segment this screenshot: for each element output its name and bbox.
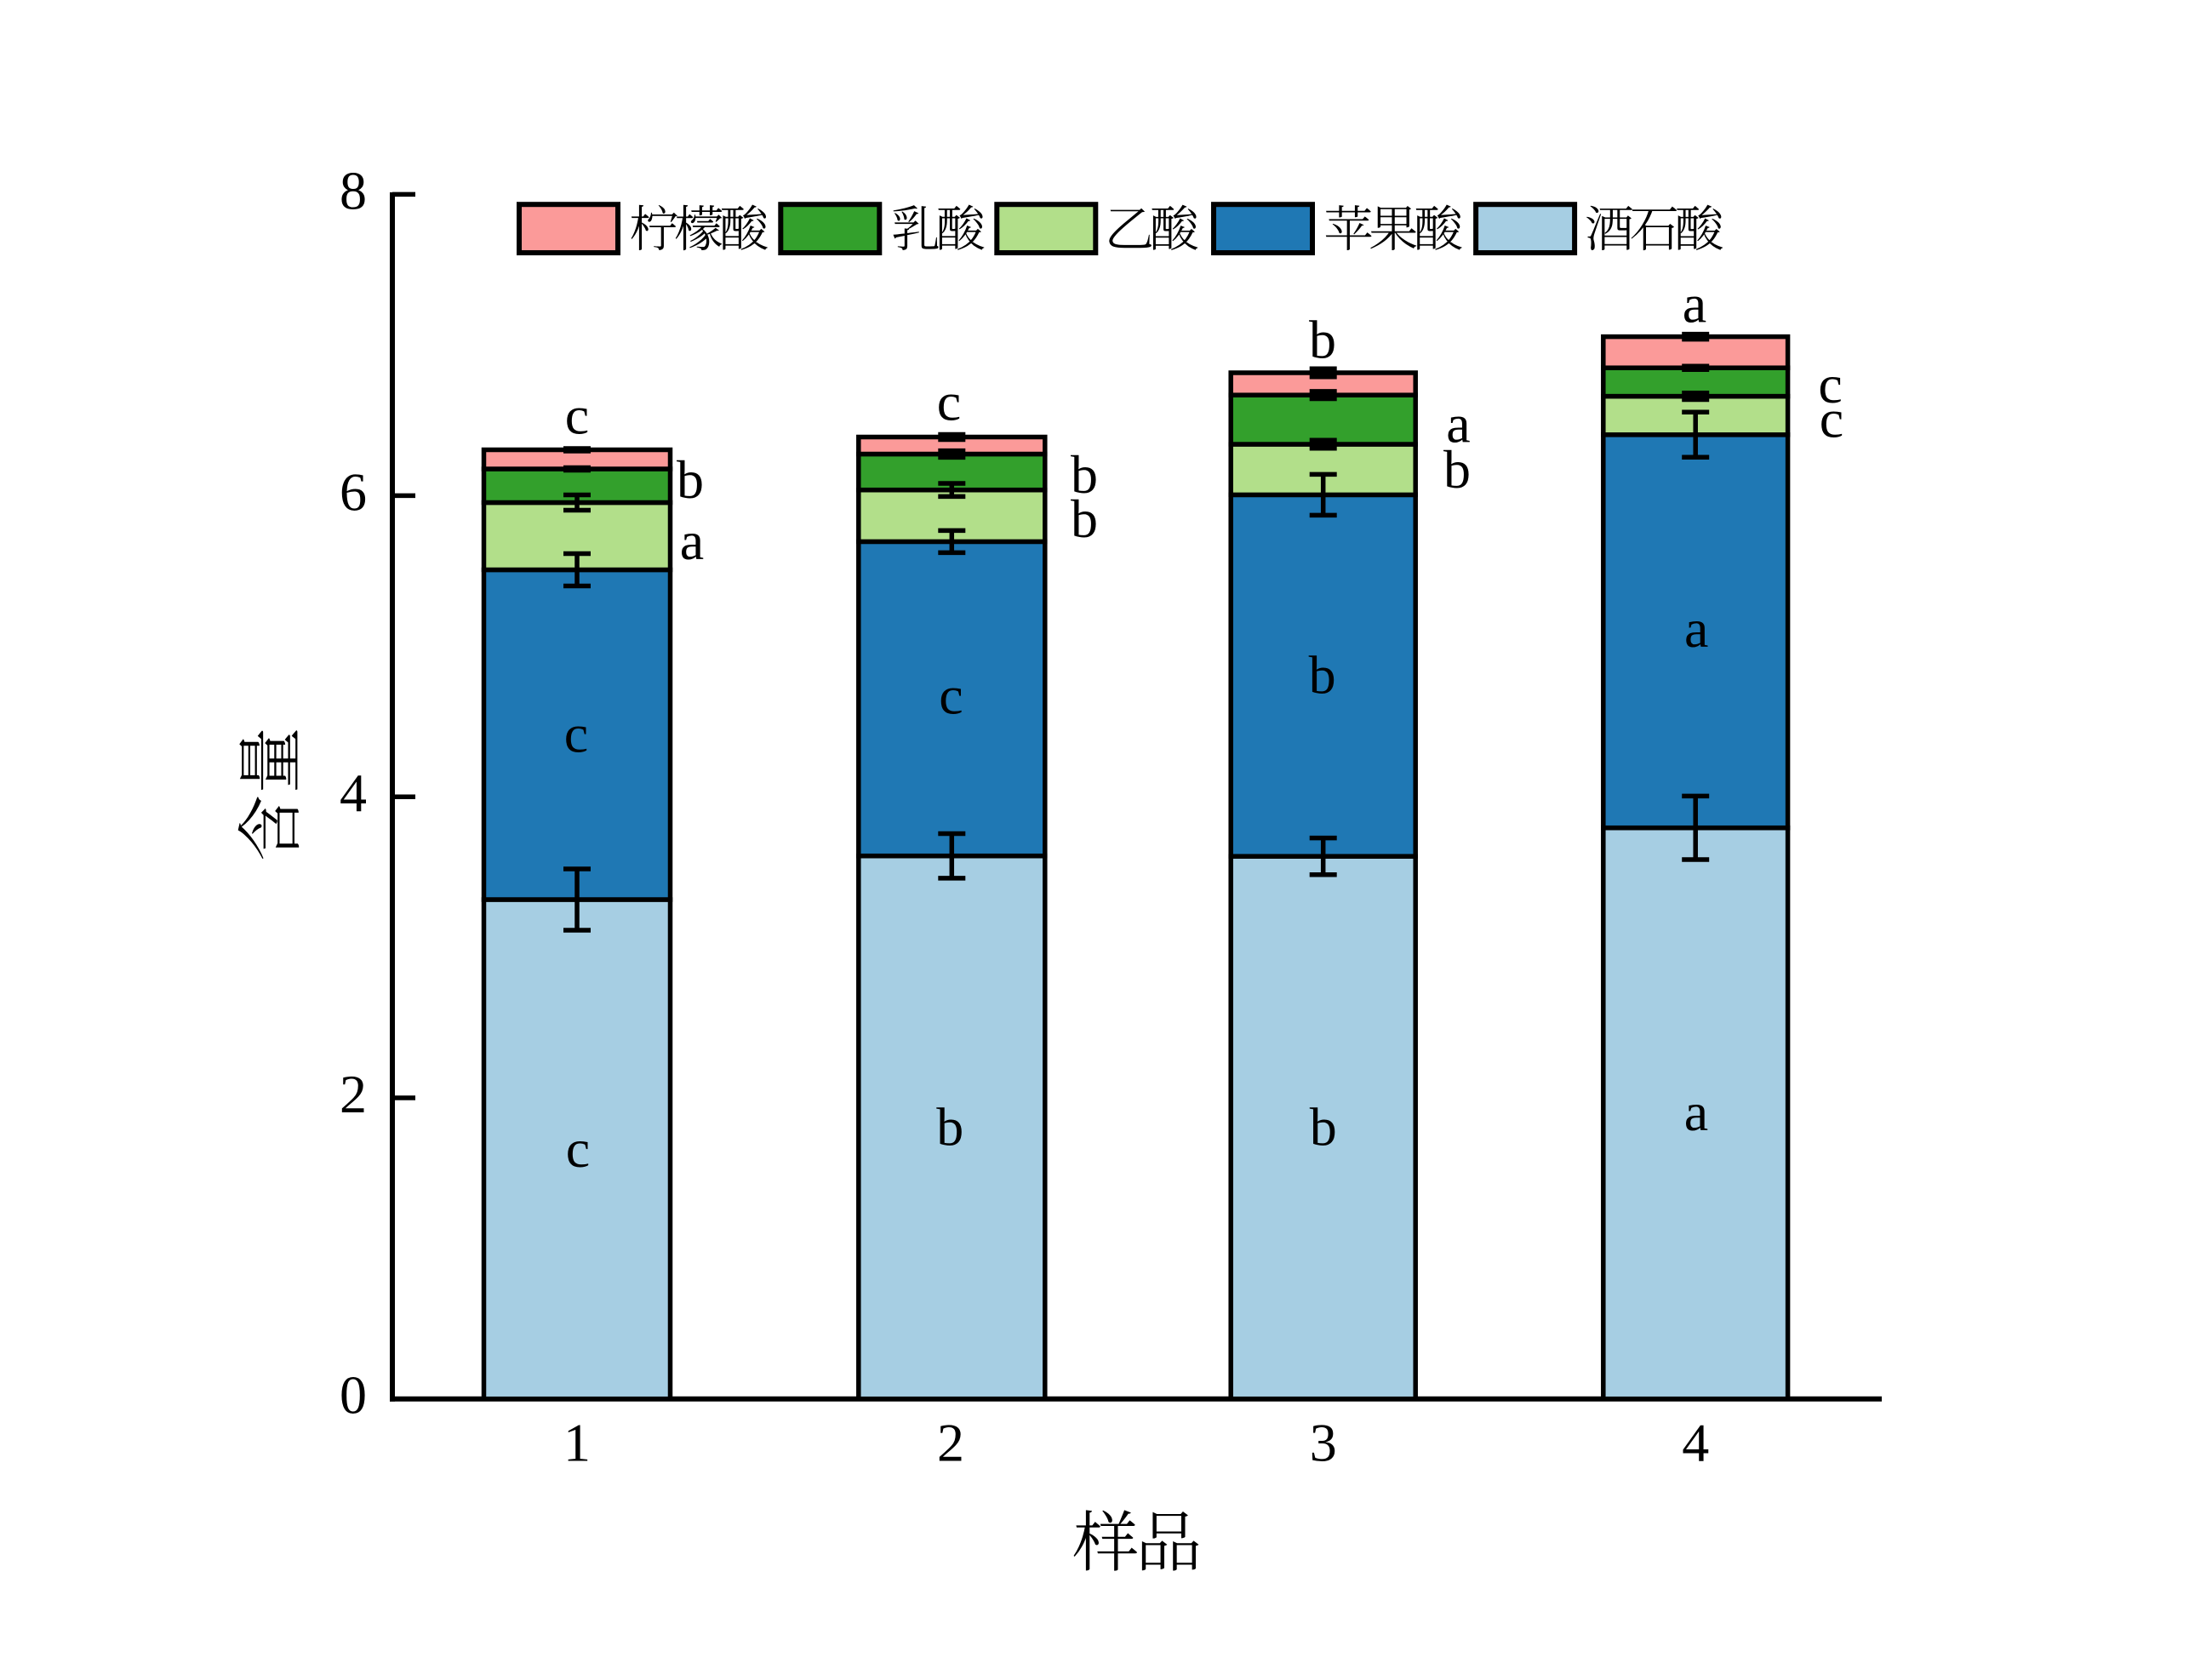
svg-text:a: a [680, 511, 704, 571]
svg-text:b: b [677, 449, 704, 510]
svg-text:1: 1 [563, 1412, 591, 1472]
svg-text:c: c [939, 666, 963, 726]
svg-text:b: b [1443, 439, 1471, 500]
svg-text:6: 6 [340, 461, 367, 522]
svg-text:4: 4 [340, 763, 367, 823]
svg-text:a: a [1684, 1082, 1708, 1142]
svg-text:b: b [1309, 644, 1336, 705]
svg-text:3: 3 [1310, 1412, 1337, 1472]
svg-text:b: b [1071, 489, 1098, 549]
svg-text:c: c [937, 372, 961, 432]
svg-text:b: b [1071, 444, 1098, 505]
svg-text:0: 0 [340, 1365, 367, 1426]
svg-text:c: c [564, 704, 588, 764]
svg-text:b: b [1309, 310, 1336, 370]
svg-text:a: a [1446, 393, 1470, 454]
svg-text:a: a [1684, 598, 1708, 659]
svg-text:2: 2 [340, 1064, 367, 1124]
svg-text:a: a [1683, 274, 1706, 334]
svg-text:c: c [566, 1118, 590, 1179]
svg-text:c: c [565, 386, 589, 446]
svg-text:c: c [1820, 388, 1843, 449]
svg-text:b: b [1310, 1097, 1337, 1157]
svg-text:b: b [936, 1097, 963, 1157]
svg-text:c: c [1818, 354, 1842, 414]
svg-text:8: 8 [340, 160, 367, 220]
svg-text:4: 4 [1682, 1412, 1709, 1472]
svg-text:2: 2 [937, 1412, 964, 1472]
